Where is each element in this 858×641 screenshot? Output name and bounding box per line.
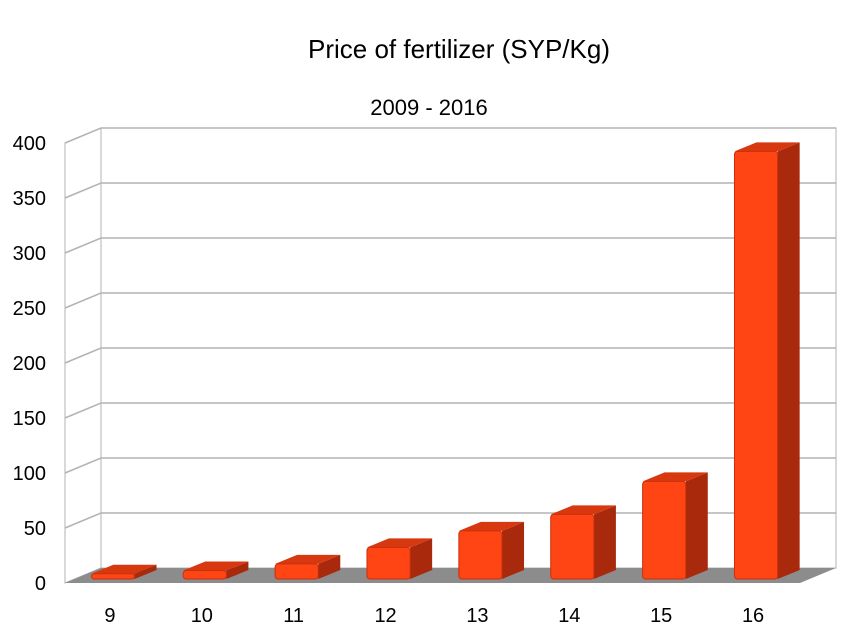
bar: [642, 472, 708, 580]
gridline: [64, 347, 836, 364]
bar-top: [550, 505, 616, 515]
chart-title: Price of fertilizer (SYP/Kg): [308, 34, 610, 64]
x-tick-label: 10: [191, 605, 213, 627]
floor-plane: [65, 568, 836, 583]
bar-front: [458, 530, 503, 580]
bar-top: [91, 564, 157, 574]
bar: [733, 142, 800, 580]
bar-top: [458, 521, 525, 531]
y-tick-label: 200: [13, 353, 46, 375]
bar: [366, 538, 433, 580]
bar-front: [733, 150, 779, 580]
bar-front: [274, 563, 319, 580]
bar-top: [734, 142, 800, 152]
bar-front: [642, 480, 687, 580]
bar-side: [318, 554, 341, 579]
bar-top: [366, 538, 433, 548]
gridline: [64, 127, 836, 144]
y-tick-label: 50: [24, 518, 46, 540]
y-tick-label: 250: [13, 298, 46, 320]
y-tick-label: 300: [13, 243, 46, 265]
bar-side: [777, 142, 800, 579]
gridline: [64, 457, 836, 474]
x-tick-label: 12: [374, 605, 396, 627]
bar-side: [410, 538, 433, 579]
bar-front: [366, 546, 411, 580]
bar: [182, 561, 249, 580]
chart-subtitle: 2009 - 2016: [370, 95, 487, 120]
y-tick-label: 100: [13, 463, 46, 485]
gridline: [64, 402, 836, 419]
x-tick-label: 13: [466, 605, 488, 627]
bar-top: [275, 554, 341, 564]
bar-side: [134, 564, 157, 579]
chart-walls: [64, 127, 837, 584]
bars: [90, 142, 800, 580]
gridline: [64, 292, 836, 309]
bar-side: [685, 472, 708, 579]
bar: [550, 505, 616, 580]
y-tick-label: 0: [35, 573, 46, 595]
bar-top: [183, 561, 249, 571]
x-tick-label: 11: [283, 605, 304, 627]
x-tick-label: 15: [650, 605, 672, 627]
y-axis-ticks: 0 50 100 150 200 250 300 350 400: [13, 133, 46, 595]
bar: [274, 554, 341, 580]
bar-top: [642, 472, 708, 482]
bar-front: [90, 573, 136, 580]
y-tick-label: 350: [13, 188, 46, 210]
bar-side: [226, 561, 249, 579]
x-tick-label: 16: [742, 605, 764, 627]
gridline: [64, 182, 836, 199]
x-tick-label: 14: [558, 605, 580, 627]
bar-side: [593, 505, 616, 579]
bar: [90, 564, 157, 580]
bar: [458, 521, 525, 580]
x-tick-label: 9: [104, 605, 115, 627]
bar-side: [502, 521, 525, 579]
chart-floor: [65, 568, 836, 583]
bar-front: [182, 570, 227, 580]
y-tick-label: 400: [13, 133, 46, 155]
x-axis-ticks: 9 10 11 12 13 14 15 16: [104, 605, 764, 627]
bar-front: [550, 513, 595, 580]
gridline: [64, 237, 836, 254]
y-tick-label: 150: [13, 408, 46, 430]
